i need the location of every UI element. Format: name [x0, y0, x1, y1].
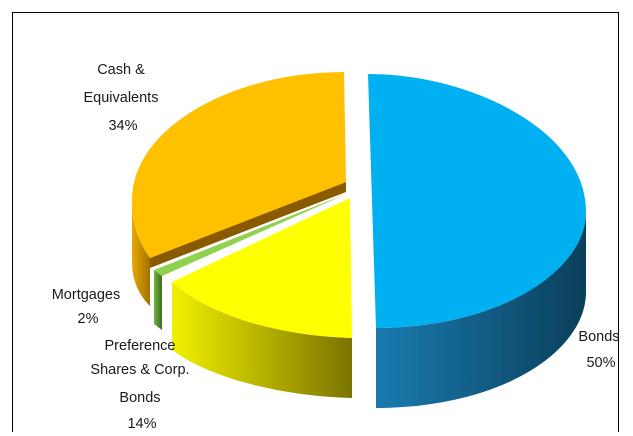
slice-preference-shares-top [172, 198, 352, 338]
slice-cash-equivalents-top [132, 72, 346, 258]
label-mortgages: Mortgages 2% [52, 287, 125, 327]
slice-bonds-side [376, 212, 586, 408]
slice-cash-equivalents [132, 72, 346, 306]
slice-mortgages-side [154, 270, 162, 330]
slice-cash-equivalents-cut [150, 182, 346, 268]
label-preference-shares: Preference Shares & Corp. Bonds 14% [90, 338, 193, 432]
slice-preference-shares-side [172, 282, 352, 398]
label-bonds: Bonds 50% [578, 329, 623, 371]
slice-cash-equivalents-side [132, 200, 150, 306]
slice-bonds [368, 74, 586, 408]
slice-bonds-top [368, 74, 586, 328]
slice-mortgages [154, 194, 346, 330]
slice-preference-shares [172, 198, 352, 398]
label-cash-equivalents: Cash & Equivalents 34% [84, 62, 163, 134]
slice-mortgages-top [154, 194, 346, 276]
